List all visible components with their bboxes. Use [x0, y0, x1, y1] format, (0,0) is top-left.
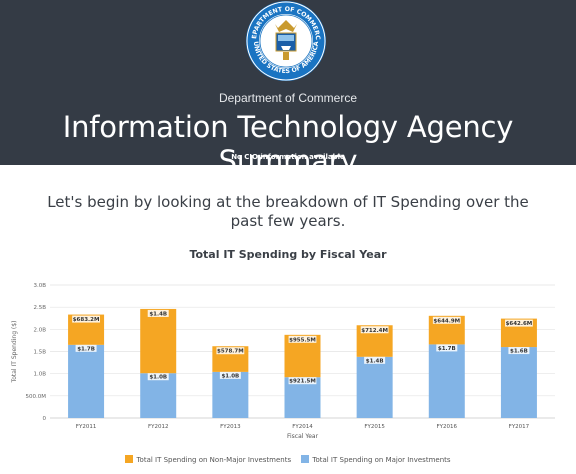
bar-major [356, 356, 393, 418]
data-label-non-major: $578.7M [217, 349, 244, 355]
x-tick-label: FY2017 [509, 424, 530, 430]
y-tick-label: 2.5B [33, 305, 46, 311]
page-header: DEPARTMENT OF COMMERCE UNITED STATES OF … [0, 0, 576, 178]
data-label-major-bg [288, 377, 317, 385]
data-label-non-major: $955.5M [289, 337, 316, 343]
department-seal-icon: DEPARTMENT OF COMMERCE UNITED STATES OF … [245, 0, 326, 81]
data-label-major-bg [147, 373, 169, 381]
legend-label-non-major: Total IT Spending on Non-Major Investmen… [136, 456, 292, 464]
x-tick-label: FY2011 [76, 424, 97, 430]
bar-major [428, 344, 465, 418]
data-label-non-major-bg [432, 316, 461, 324]
x-tick-label: FY2014 [292, 424, 313, 430]
data-label-major: $1.0B [149, 375, 167, 381]
data-label-major-bg [75, 344, 97, 352]
data-label-non-major-bg [288, 335, 317, 343]
legend-swatch-non-major [125, 455, 134, 463]
cio-note: No CIO information available [231, 153, 345, 161]
data-label-non-major-bg [72, 315, 100, 323]
data-label-non-major: $644.9M [433, 318, 460, 324]
chart-legend: Total IT Spending on Non-Major Investmen… [0, 455, 576, 464]
legend-item-major[interactable]: Total IT Spending on Major Investments [301, 455, 451, 464]
bar-non-major [140, 308, 177, 374]
data-label-non-major: $1.4B [149, 311, 167, 317]
it-spending-chart: 0 500.0M 1.0B 1.5B 2.0B 2.5B 3.0B Total IT Spen… [11, 283, 555, 440]
chart-title: Total IT Spending by Fiscal Year [189, 248, 387, 261]
bar-major [212, 371, 249, 418]
data-label-major: $1.6B [510, 349, 528, 355]
data-label-non-major-bg [216, 347, 245, 355]
x-tick-label: FY2013 [220, 424, 241, 430]
x-tick-label: FY2012 [148, 424, 169, 430]
data-label-major: $1.7B [438, 346, 456, 352]
legend-label-major: Total IT Spending on Major Investments [312, 456, 451, 464]
bar-major [140, 373, 177, 418]
data-label-non-major-bg [147, 309, 169, 317]
data-label-major-bg [436, 344, 458, 352]
bar-major [68, 344, 105, 418]
data-label-major-bg [364, 356, 386, 364]
x-axis-label: Fiscal Year [287, 433, 319, 440]
data-label-major-bg [508, 347, 530, 355]
y-tick-label: 0 [43, 416, 47, 422]
legend-swatch-major [301, 455, 310, 463]
data-label-non-major: $712.4M [361, 328, 388, 334]
y-tick-label: 500.0M [26, 394, 47, 400]
y-tick-label: 2.0B [33, 327, 46, 333]
x-tick-label: FY2015 [364, 424, 385, 430]
intro-text: Let's begin by looking at the breakdown … [47, 193, 529, 230]
bar-major [500, 347, 537, 418]
y-tick-label: 1.5B [33, 350, 46, 356]
data-label-major-bg [219, 371, 241, 379]
legend-item-non-major[interactable]: Total IT Spending on Non-Major Investmen… [125, 455, 291, 464]
data-label-major: $1.7B [77, 346, 95, 352]
data-label-major: $1.0B [221, 373, 239, 379]
y-tick-label: 1.0B [33, 372, 46, 378]
y-axis-label: Total IT Spending ($) [11, 321, 18, 384]
x-tick-label: FY2016 [437, 424, 458, 430]
data-label-non-major: $642.6M [506, 321, 533, 327]
data-label-non-major-bg [360, 326, 389, 334]
data-label-major: $921.5M [289, 379, 316, 385]
data-label-non-major-bg [505, 319, 533, 327]
agency-name: Department of Commerce [218, 91, 358, 105]
page-title: Information Technology Agency Summary [62, 110, 514, 178]
data-label-non-major: $683.2M [73, 317, 100, 323]
data-label-major: $1.4B [366, 358, 384, 364]
y-tick-label: 3.0B [33, 283, 46, 289]
